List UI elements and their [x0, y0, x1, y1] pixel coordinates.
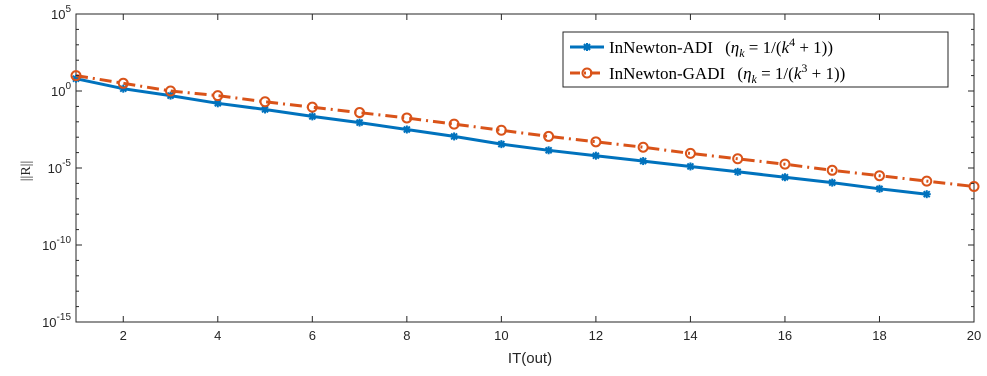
data-point [212, 90, 224, 102]
legend-entry-gadi: InNewton-GADI (ηk = 1/(k3 + 1)) [570, 61, 845, 86]
data-point [780, 173, 789, 182]
data-point [684, 147, 696, 159]
svg-text:InNewton-ADI (ηk = 1/(: InNewton-ADI (ηk = 1/(k4 + 1)) [609, 35, 833, 60]
data-point [495, 124, 507, 136]
data-point [968, 180, 980, 192]
series-innewton-gadi [70, 70, 980, 192]
data-point [308, 112, 317, 121]
legend-marker-circle [581, 67, 593, 79]
data-point [828, 178, 837, 187]
data-point [732, 153, 744, 165]
x-tick-label: 10 [494, 328, 508, 343]
data-point [70, 70, 82, 82]
x-tick-label: 20 [967, 328, 981, 343]
data-point [259, 96, 271, 108]
data-point [401, 112, 413, 124]
data-point [686, 162, 695, 171]
legend-box [562, 31, 949, 88]
data-point [306, 101, 318, 113]
svg-text:InNewton-GADI (ηk = 1/: InNewton-GADI (ηk = 1/(k3 + 1)) [609, 61, 845, 86]
y-tick-label: 10-10 [42, 235, 71, 253]
legend-label-gadi: InNewton-GADI [609, 64, 725, 83]
series-layer [70, 70, 980, 199]
x-tick-label: 6 [309, 328, 316, 343]
x-tick-label: 4 [214, 328, 221, 343]
data-point [544, 146, 553, 155]
data-point [779, 158, 791, 170]
y-axis-label: ||R|| [19, 161, 34, 182]
data-point [826, 164, 838, 176]
x-tick-label: 12 [589, 328, 603, 343]
y-tick-label: 100 [51, 81, 71, 99]
legend-label-adi: InNewton-ADI [609, 38, 713, 57]
series-line [75, 77, 927, 196]
data-point [591, 151, 600, 160]
x-axis: 2 4 6 8 10 12 14 16 18 20 [120, 14, 981, 343]
legend-entry-adi: InNewton-ADI (ηk = 1/(k4 + 1)) [570, 35, 833, 60]
x-axis-label: IT(out) [508, 350, 552, 367]
data-point [875, 184, 884, 193]
data-point [450, 132, 459, 141]
data-point [354, 107, 366, 119]
data-point [543, 130, 555, 142]
data-point [497, 140, 506, 149]
data-point [922, 190, 931, 199]
y-tick-label: 10-15 [42, 312, 71, 330]
x-tick-label: 18 [872, 328, 886, 343]
x-tick-label: 2 [120, 328, 127, 343]
data-point [590, 136, 602, 148]
legend: InNewton-ADI (ηk = 1/(k4 + 1)) InNewton-… [562, 31, 949, 88]
data-point [355, 118, 364, 127]
data-point [165, 85, 177, 97]
y-tick-label: 105 [51, 4, 71, 22]
data-point [117, 77, 129, 89]
data-point [921, 175, 933, 187]
legend-marker-asterisk [583, 43, 591, 51]
data-point [637, 141, 649, 153]
x-tick-label: 14 [683, 328, 697, 343]
data-point [639, 157, 648, 166]
data-point [402, 125, 411, 134]
data-point [448, 118, 460, 130]
data-point [873, 170, 885, 182]
series-line [75, 74, 975, 188]
x-tick-label: 16 [778, 328, 792, 343]
data-point [733, 167, 742, 176]
y-axis: 105 100 10-5 10-10 10-15 [42, 4, 974, 330]
y-tick-label: 10-5 [48, 158, 72, 176]
x-tick-label: 8 [403, 328, 410, 343]
